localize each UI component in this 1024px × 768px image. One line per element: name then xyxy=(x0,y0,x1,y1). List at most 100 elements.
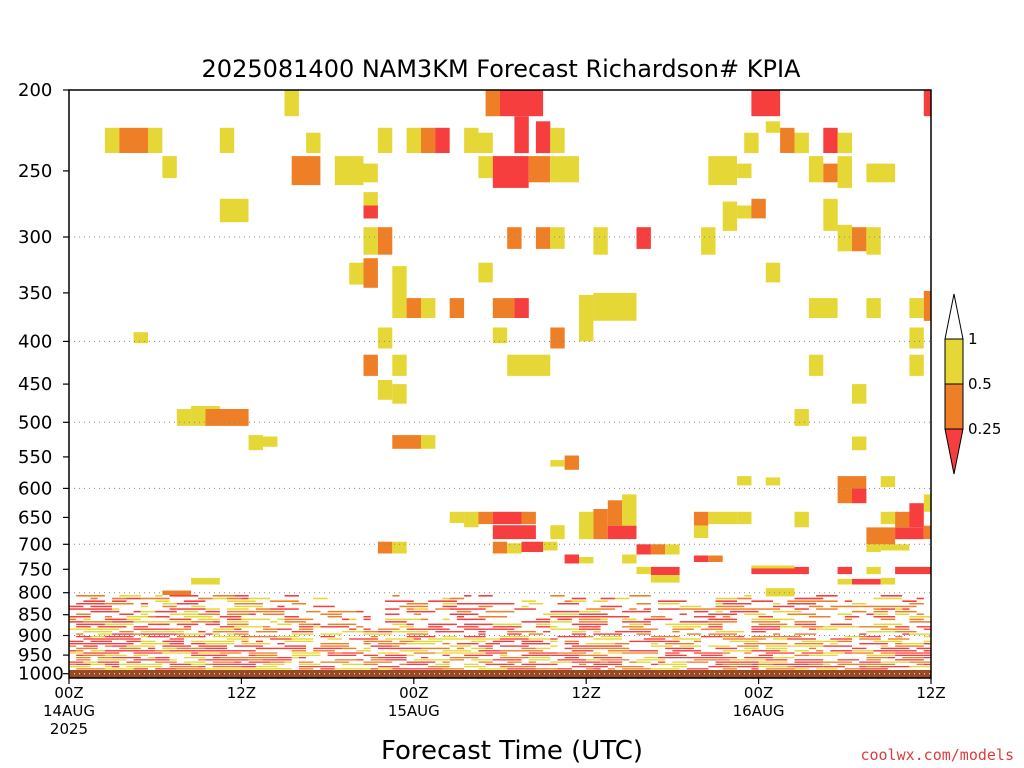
boundary-cell xyxy=(844,616,860,618)
boundary-cell xyxy=(191,643,206,645)
boundary-cell xyxy=(155,661,177,663)
boundary-cell xyxy=(507,668,515,670)
boundary-cell xyxy=(758,666,773,668)
legend-label: 0.25 xyxy=(968,420,1001,438)
richardson-cell xyxy=(543,541,558,551)
boundary-cell xyxy=(219,640,235,643)
boundary-cell xyxy=(485,610,515,613)
boundary-cell xyxy=(155,600,170,602)
x-tick-label: 14AUG xyxy=(43,702,95,720)
boundary-cell xyxy=(126,661,141,663)
boundary-cell xyxy=(693,616,702,618)
colorbar-legend: 1 0.5 0.25 xyxy=(944,293,1001,475)
richardson-cell xyxy=(535,121,551,154)
legend-label: 0.5 xyxy=(968,375,992,393)
boundary-cell xyxy=(557,603,579,605)
boundary-cell xyxy=(162,652,192,654)
richardson-cell xyxy=(377,380,393,400)
boundary-cell xyxy=(535,623,551,626)
boundary-cell xyxy=(514,666,536,668)
richardson-cell xyxy=(751,566,809,575)
boundary-cell xyxy=(478,631,486,633)
boundary-cell xyxy=(148,616,156,618)
richardson-cell xyxy=(693,525,709,538)
boundary-cell xyxy=(334,659,357,661)
boundary-cell xyxy=(148,647,156,650)
boundary-cell xyxy=(500,650,515,652)
boundary-cell xyxy=(643,623,651,626)
boundary-cell xyxy=(183,633,206,635)
boundary-cell xyxy=(895,643,903,645)
richardson-cell xyxy=(392,435,421,449)
boundary-cell xyxy=(808,605,824,608)
boundary-cell xyxy=(600,647,630,650)
boundary-cell xyxy=(564,654,579,656)
boundary-cell xyxy=(665,652,680,654)
boundary-cell xyxy=(579,616,601,618)
boundary-cell xyxy=(442,650,472,652)
richardson-cell xyxy=(507,354,551,376)
boundary-cell xyxy=(176,668,206,670)
boundary-cell xyxy=(212,621,220,623)
richardson-cell xyxy=(837,578,852,585)
boundary-cell xyxy=(701,635,723,638)
richardson-cell xyxy=(765,588,795,597)
boundary-cell xyxy=(773,666,788,668)
richardson-cell xyxy=(363,205,378,219)
richardson-cell xyxy=(363,163,378,183)
boundary-cell xyxy=(521,663,551,665)
boundary-cell xyxy=(679,608,709,610)
boundary-cell xyxy=(902,643,924,645)
boundary-cell xyxy=(435,608,450,610)
boundary-cell xyxy=(413,659,421,661)
boundary-cell xyxy=(191,605,206,608)
boundary-cell xyxy=(794,661,824,663)
richardson-cell xyxy=(737,511,752,525)
richardson-cell xyxy=(593,227,608,255)
boundary-cell xyxy=(133,659,148,661)
boundary-cell xyxy=(205,610,220,613)
boundary-cell xyxy=(830,643,838,645)
boundary-cell xyxy=(406,628,421,630)
boundary-cell xyxy=(83,654,105,656)
boundary-cell xyxy=(69,645,77,647)
boundary-cell xyxy=(428,600,457,602)
boundary-cell xyxy=(880,608,896,610)
boundary-cell xyxy=(90,638,120,640)
boundary-cell xyxy=(234,603,263,605)
richardson-cell xyxy=(622,494,637,526)
boundary-cell xyxy=(385,654,407,656)
boundary-cell xyxy=(794,621,817,623)
richardson-cell xyxy=(808,354,824,376)
boundary-cell xyxy=(701,616,716,618)
boundary-cell xyxy=(97,659,127,661)
richardson-cell xyxy=(564,455,579,470)
boundary-cell xyxy=(521,605,529,608)
boundary-cell xyxy=(69,666,91,668)
richardson-cell xyxy=(377,327,393,349)
boundary-cell xyxy=(773,663,802,665)
boundary-cell xyxy=(751,650,781,652)
boundary-cell xyxy=(298,668,314,670)
boundary-cell xyxy=(600,661,608,663)
boundary-cell xyxy=(140,640,156,643)
boundary-cell xyxy=(816,668,838,670)
boundary-cell xyxy=(751,631,766,633)
boundary-cell xyxy=(83,618,91,621)
boundary-cell xyxy=(442,618,450,621)
boundary-cell xyxy=(880,652,896,654)
boundary-cell xyxy=(593,668,601,670)
boundary-cell xyxy=(722,668,738,670)
richardson-cell xyxy=(837,132,852,154)
boundary-cell xyxy=(744,595,752,597)
boundary-cell xyxy=(413,640,443,643)
boundary-cell xyxy=(866,663,896,665)
boundary-cell xyxy=(643,631,651,633)
boundary-cell xyxy=(140,643,170,645)
boundary-cell xyxy=(528,603,544,605)
boundary-cell xyxy=(155,595,163,597)
richardson-cell xyxy=(650,566,680,576)
boundary-cell xyxy=(571,631,587,633)
richardson-cell xyxy=(162,156,177,179)
richardson-cell xyxy=(852,227,867,252)
